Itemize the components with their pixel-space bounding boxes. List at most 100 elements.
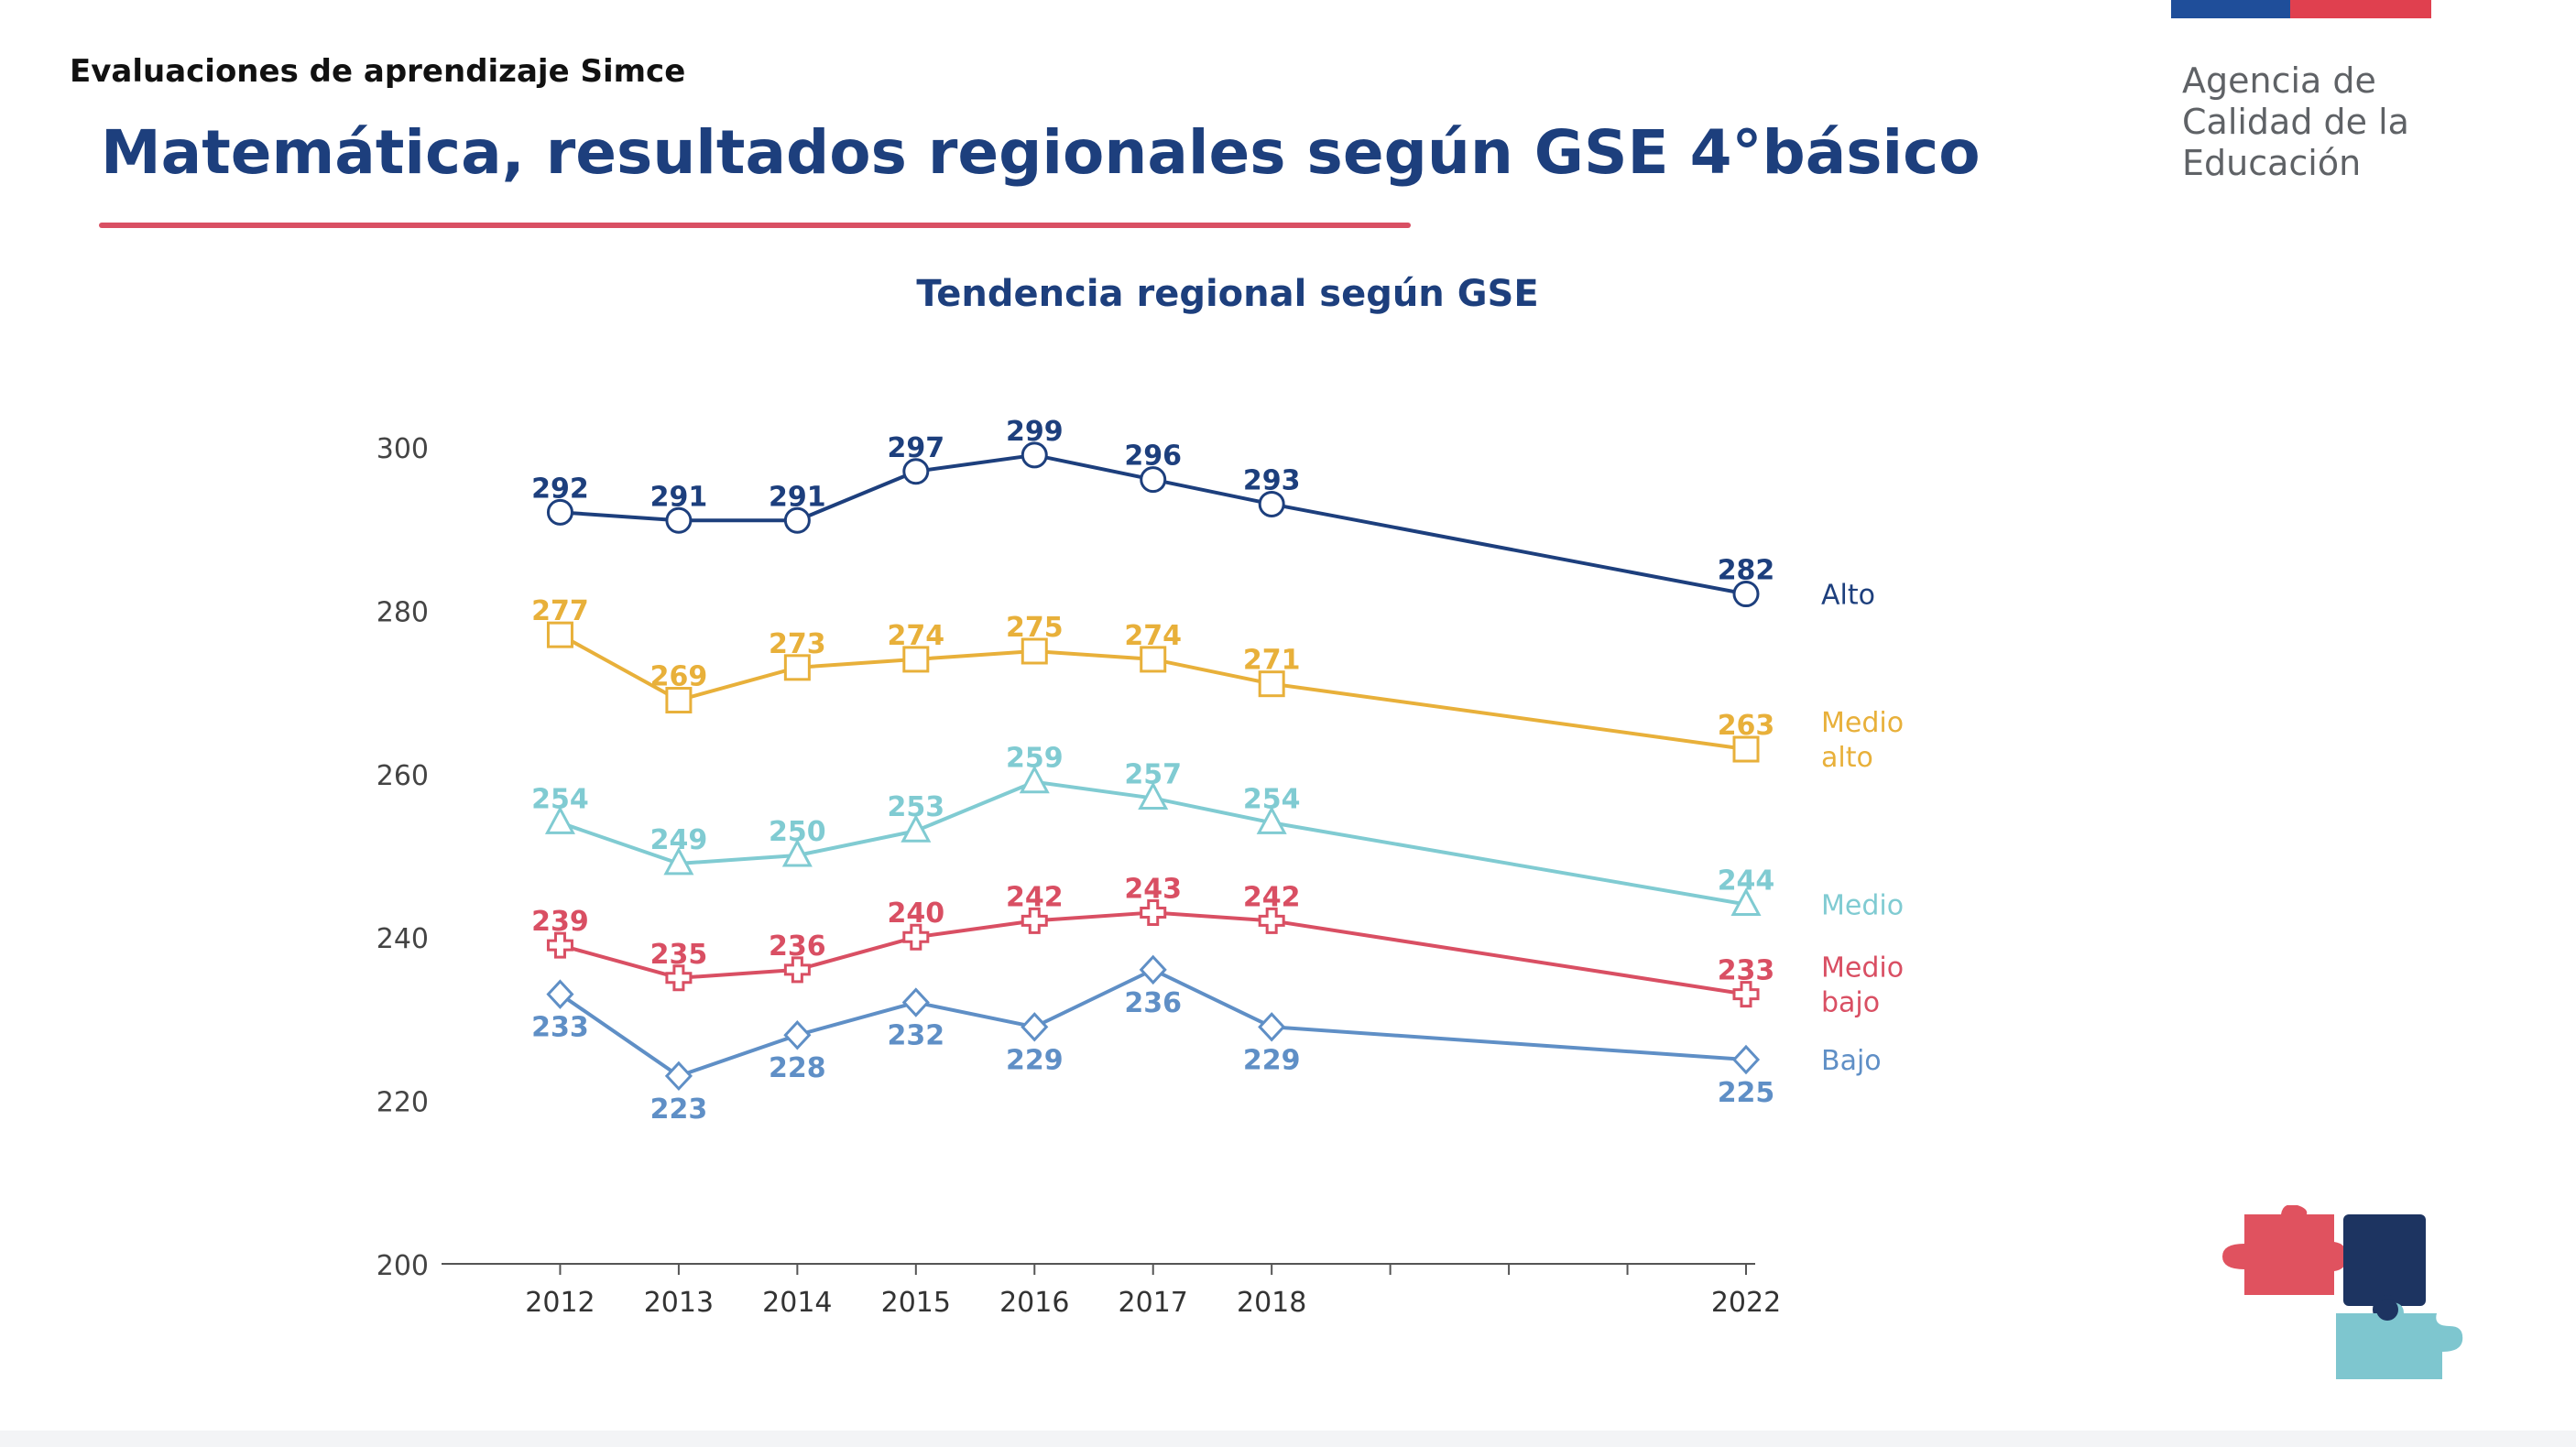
series-medio-bajo: 239 235 236 240 242 243 242 233: [531, 873, 1775, 1008]
circle-marker: [783, 506, 811, 534]
data-label: 236: [1124, 987, 1182, 1019]
square-marker: [546, 621, 573, 648]
diamond-marker: [1258, 1012, 1286, 1042]
data-label: 275: [1006, 612, 1064, 644]
cross-marker: [1732, 981, 1760, 1008]
series-medio-alto: 277 269 273 274 275 274 271 263: [531, 595, 1774, 763]
data-label: 228: [769, 1052, 826, 1084]
cross-marker: [546, 931, 573, 959]
series-medio: 254 249 250 253 259 257 254 244: [531, 743, 1775, 917]
brand-flag-bar: [2171, 0, 2431, 18]
x-tick-label: 2013: [644, 1287, 714, 1319]
x-tick-label: 2018: [1237, 1287, 1306, 1319]
diamond-marker: [664, 1061, 693, 1092]
data-label: 233: [531, 1012, 589, 1044]
data-label: 277: [531, 595, 589, 627]
data-label: 274: [1124, 620, 1182, 652]
circle-marker: [1140, 466, 1167, 494]
legend-label: Bajo: [1821, 1045, 1882, 1077]
x-tick-label: 2015: [881, 1287, 951, 1319]
data-label: 293: [1243, 464, 1301, 496]
cross-marker: [783, 956, 811, 984]
series-line: [559, 633, 1747, 752]
legend-label: Medio: [1821, 707, 1904, 739]
square-marker: [902, 646, 930, 673]
data-label: 297: [888, 432, 945, 464]
legend-label: Medio: [1821, 952, 1904, 985]
data-label: 291: [650, 481, 708, 513]
cross-marker: [665, 964, 693, 992]
square-marker: [783, 654, 811, 681]
y-tick-label: 280: [377, 596, 429, 628]
triangle-marker: [901, 814, 932, 843]
legend-label: Alto: [1821, 580, 1875, 612]
triangle-marker: [1138, 781, 1169, 811]
legend-label: Medio: [1821, 890, 1904, 922]
data-label: 239: [531, 906, 589, 938]
data-label: 292: [531, 473, 589, 505]
title-underline: [99, 223, 1411, 228]
diamond-marker: [1731, 1044, 1761, 1075]
y-tick-label: 260: [377, 760, 429, 792]
y-tick-label: 300: [377, 433, 429, 465]
diamond-marker: [1139, 954, 1167, 985]
agency-logo-text: Agencia de Calidad de la Educación: [2182, 60, 2457, 184]
cross-marker: [902, 923, 930, 951]
data-label: 291: [769, 481, 826, 513]
x-tick-label: 2016: [999, 1287, 1069, 1319]
data-label: 225: [1718, 1077, 1775, 1109]
circle-marker: [1732, 581, 1760, 608]
y-tick-label: 240: [377, 923, 429, 955]
data-label: 229: [1243, 1044, 1301, 1076]
data-label: 235: [650, 939, 708, 971]
brand-line-1: Agencia de: [2182, 60, 2376, 101]
square-marker: [1258, 670, 1285, 698]
data-label: 236: [769, 930, 826, 963]
data-label: 271: [1243, 645, 1301, 677]
data-label: 240: [888, 898, 945, 930]
square-marker: [665, 687, 693, 714]
data-label: 249: [650, 824, 708, 856]
data-label: 296: [1124, 441, 1182, 473]
section-label: Evaluaciones de aprendizaje Simce: [70, 53, 686, 90]
legend-label: bajo: [1821, 987, 1880, 1019]
x-tick-label: 2014: [762, 1287, 832, 1319]
page-title: Matemática, resultados regionales según …: [101, 117, 1981, 188]
series-bajo: 233 223 228 232 229 236 229 225: [531, 954, 1775, 1126]
data-label: 243: [1124, 873, 1182, 905]
data-label: 299: [1006, 416, 1064, 448]
data-label: 250: [769, 816, 826, 848]
data-label: 233: [1718, 955, 1775, 987]
data-label: 282: [1718, 555, 1775, 587]
data-label: 242: [1006, 881, 1064, 913]
data-label: 244: [1718, 865, 1775, 898]
x-tick-label: 2012: [525, 1287, 595, 1319]
flag-red-segment: [2290, 0, 2431, 18]
x-tick-label: 2017: [1119, 1287, 1188, 1319]
triangle-marker: [1256, 806, 1287, 834]
square-marker: [1140, 646, 1167, 673]
series-line: [559, 910, 1747, 996]
series-alto: 292 291 291 297 299 296 293 282: [531, 416, 1775, 608]
x-tick-label: 2022: [1711, 1287, 1781, 1319]
series-line: [560, 452, 1747, 596]
triangle-marker: [781, 838, 813, 867]
y-tick-label: 220: [377, 1087, 429, 1119]
data-label: 253: [888, 791, 945, 823]
data-label: 274: [888, 620, 945, 652]
triangle-marker: [1019, 765, 1050, 794]
square-marker: [1021, 637, 1048, 665]
cross-marker: [1258, 907, 1285, 934]
series-line: [559, 779, 1747, 907]
cross-marker: [1021, 907, 1048, 934]
data-label: 242: [1243, 881, 1301, 913]
diamond-marker: [901, 987, 930, 1017]
circle-marker: [902, 458, 930, 485]
triangle-marker: [1730, 887, 1762, 917]
triangle-marker: [663, 846, 694, 876]
data-label: 254: [1243, 783, 1301, 815]
data-label: 229: [1006, 1044, 1064, 1076]
square-marker: [1732, 735, 1760, 763]
